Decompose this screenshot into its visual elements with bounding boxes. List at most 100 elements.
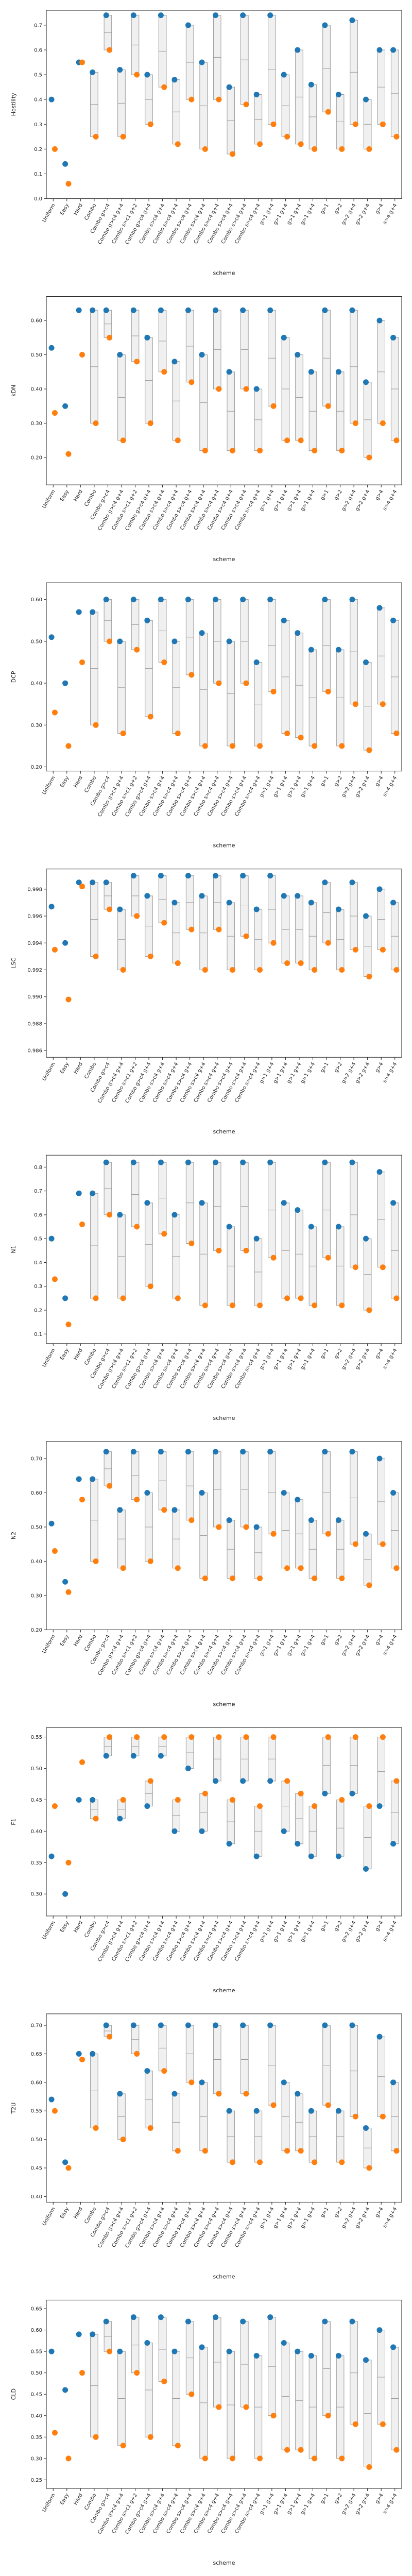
point-orange-19 — [312, 743, 318, 749]
point-blue-14 — [240, 597, 246, 603]
point-blue-1 — [62, 680, 68, 686]
point-orange-13 — [229, 2455, 235, 2462]
y-tick-label: 0.986 — [27, 1048, 42, 1054]
point-blue-9 — [171, 900, 178, 906]
point-blue-8 — [158, 12, 164, 19]
x-tick-label: Combo s>c4 g+4 — [207, 1348, 234, 1390]
point-blue-23 — [363, 1531, 369, 1537]
point-orange-19 — [312, 448, 318, 454]
point-blue-1 — [62, 940, 68, 946]
point-orange-0 — [52, 410, 58, 416]
point-blue-10 — [185, 1159, 191, 1165]
point-orange-8 — [161, 2068, 167, 2074]
y-axis-label: N2 — [10, 1532, 17, 1539]
y-tick-label: 0.30 — [31, 723, 42, 728]
point-orange-5 — [120, 1295, 126, 1301]
x-axis-label: scheme — [213, 1987, 235, 1994]
x-tick-label: Combo s>c4 g+4 — [193, 489, 221, 531]
x-tick-label: g>1 — [320, 203, 330, 215]
x-tick-label: s>4 g+4 — [382, 1061, 399, 1084]
y-tick-label: 0.40 — [31, 1829, 42, 1835]
point-blue-23 — [363, 2357, 369, 2363]
point-blue-13 — [226, 369, 232, 375]
point-orange-21 — [339, 743, 345, 749]
point-blue-19 — [308, 2108, 314, 2114]
point-orange-11 — [202, 146, 208, 152]
y-tick-label: 0.60 — [31, 1490, 42, 1496]
point-orange-25 — [393, 1295, 400, 1301]
point-blue-12 — [213, 2314, 219, 2320]
point-blue-17 — [281, 893, 287, 899]
x-tick-label: Combo s>c4 g+4 — [179, 1348, 207, 1390]
point-blue-2 — [76, 307, 82, 313]
x-tick-label: g>2 — [333, 1061, 344, 1074]
point-orange-12 — [216, 1247, 222, 1253]
point-blue-9 — [171, 359, 178, 365]
x-tick-label: g>4 — [374, 1348, 385, 1360]
x-tick-label: Uniform — [41, 2493, 56, 2513]
point-orange-14 — [243, 1734, 249, 1740]
x-tick-label: Combo s>c4 g+4 — [207, 203, 234, 245]
point-blue-19 — [308, 647, 314, 653]
point-blue-7 — [144, 2340, 150, 2346]
point-blue-10 — [185, 2022, 191, 2028]
point-blue-13 — [226, 2108, 232, 2114]
point-blue-2 — [76, 1476, 82, 1482]
point-blue-12 — [213, 12, 219, 19]
point-orange-2 — [79, 352, 85, 358]
point-orange-4 — [107, 47, 113, 53]
x-tick-label: g>4 — [374, 1920, 385, 1933]
x-tick-label: Combo s>c4 g+4 — [179, 1061, 207, 1104]
x-tick-label: g>2 — [333, 2493, 344, 2505]
point-blue-9 — [171, 2348, 178, 2354]
y-axis-label: DCP — [10, 671, 17, 683]
point-blue-19 — [308, 369, 314, 375]
y-tick-label: 0.55 — [31, 1735, 42, 1740]
y-tick-label: 0.30 — [31, 1892, 42, 1897]
y-tick-label: 0.45 — [31, 2165, 42, 2171]
point-orange-14 — [243, 386, 249, 392]
x-axis-label: scheme — [213, 2560, 235, 2566]
point-orange-16 — [270, 1531, 277, 1537]
y-tick-label: 0.5 — [34, 1236, 42, 1242]
point-orange-22 — [352, 701, 358, 707]
point-blue-3 — [90, 307, 96, 313]
point-orange-25 — [393, 437, 400, 444]
point-blue-22 — [349, 1790, 355, 1797]
x-tick-label: g>4 — [374, 203, 385, 215]
x-tick-label: Combo s>c4 g+4 — [207, 1920, 234, 1962]
point-orange-4 — [107, 638, 113, 645]
point-blue-15 — [253, 1524, 260, 1530]
y-tick-label: 0.60 — [31, 2080, 42, 2086]
axes-frame — [46, 2299, 402, 2489]
point-orange-24 — [380, 946, 386, 953]
x-tick-label: Combo s>c4 g+4 — [179, 1634, 207, 1676]
point-blue-21 — [335, 906, 341, 912]
y-tick-label: 0.30 — [31, 421, 42, 427]
x-tick-label: Easy — [59, 489, 70, 502]
point-orange-0 — [52, 2108, 58, 2114]
point-blue-23 — [363, 96, 369, 103]
point-orange-12 — [216, 386, 222, 392]
point-orange-20 — [325, 1531, 331, 1537]
y-tick-label: 0.30 — [31, 2456, 42, 2462]
point-blue-6 — [130, 1753, 136, 1759]
x-axis-label: scheme — [213, 1128, 235, 1135]
point-orange-24 — [380, 2113, 386, 2120]
y-tick-label: 0.40 — [31, 1559, 42, 1565]
point-blue-17 — [281, 617, 287, 623]
point-blue-24 — [376, 886, 383, 892]
y-tick-label: 0.60 — [31, 597, 42, 603]
point-orange-21 — [339, 1797, 345, 1803]
x-tick-label: Combo s>c4 g+4 — [179, 2493, 207, 2535]
point-orange-23 — [366, 1307, 372, 1313]
point-orange-7 — [147, 2125, 153, 2131]
point-blue-24 — [376, 1803, 383, 1809]
y-tick-label: 0.40 — [31, 2194, 42, 2200]
x-tick-label: Combo — [83, 203, 97, 222]
x-tick-label: Combo s>c4 g+4 — [220, 489, 248, 531]
point-orange-3 — [93, 1558, 99, 1564]
point-blue-21 — [335, 1224, 341, 1230]
point-orange-4 — [107, 334, 113, 341]
point-orange-23 — [366, 974, 372, 980]
